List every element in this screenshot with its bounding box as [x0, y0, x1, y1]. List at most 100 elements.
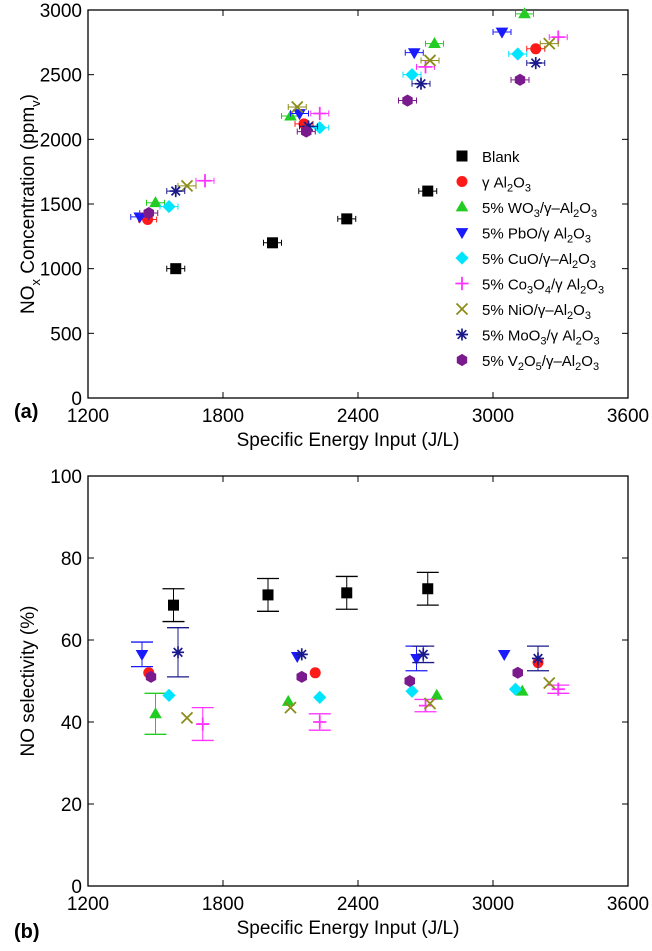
- data-point-cuo: [313, 690, 327, 704]
- data-point-co3o4: [418, 60, 433, 74]
- legend-label-sub: 2: [567, 234, 573, 246]
- data-point-nio: [423, 697, 437, 710]
- y-tick-label: 1000: [40, 260, 82, 281]
- data-point-blank: [267, 237, 278, 249]
- data-point-v2o5: [404, 675, 415, 687]
- y-axis-label: NO selectivity (%): [18, 606, 39, 757]
- data-point-co3o4: [418, 699, 433, 713]
- y-tick-label: 20: [61, 795, 82, 816]
- y-tick-label: 2000: [40, 130, 82, 151]
- y-tick-label: 500: [50, 324, 82, 345]
- legend-label-part: O: [579, 200, 591, 217]
- legend-label-sub: 3: [598, 285, 604, 297]
- x-tick-label: 3600: [607, 894, 649, 915]
- legend-label-sub: 4: [545, 285, 551, 297]
- data-point-cuo: [162, 199, 176, 214]
- legend-label-pbo: 5% PbO/γ Al2O3: [482, 226, 591, 246]
- data-point-blank: [168, 599, 179, 611]
- x-axis-label: Specific Energy Input (J/L): [237, 918, 460, 939]
- legend-label-part: 5% CuO/γ–Al: [482, 251, 572, 268]
- x-tick-label: 2400: [337, 406, 379, 427]
- y-axis-label-part: NO: [18, 285, 39, 314]
- data-point-blank: [170, 263, 182, 275]
- data-point-moo3: [302, 120, 315, 133]
- legend-marker-wo3: [455, 200, 469, 212]
- legend-label-part: 5% Co: [482, 277, 527, 294]
- data-point-wo3: [428, 37, 441, 49]
- data-point-wo3: [149, 707, 162, 719]
- data-point-pbo: [133, 212, 147, 224]
- x-tick-label: 1200: [67, 894, 109, 915]
- legend-label-part: 5% V: [482, 353, 518, 370]
- legend-label-sub: 3: [585, 234, 591, 246]
- data-point-nio: [284, 701, 297, 714]
- x-tick-label: 1200: [67, 406, 109, 427]
- legend-label-sub: 2: [575, 361, 581, 373]
- data-point-v2o5: [145, 670, 157, 683]
- legend-label-sub: 2: [573, 208, 579, 220]
- panel-a: 1200 1800 2400 3000 3600 0 500 1000 1500 2000 2500…: [14, 1, 649, 451]
- series-al2o3: [143, 657, 544, 679]
- legend-label-cuo: 5% CuO/γ–Al2O3: [482, 251, 596, 271]
- series-v2o5: [139, 73, 530, 220]
- legend-label-sub: 3: [525, 183, 531, 195]
- legend-label-sub: 3: [585, 310, 591, 322]
- legend-label-sub: 2: [580, 285, 586, 297]
- legend-label-sub: 3: [593, 336, 599, 348]
- legend-label-sub: 2: [518, 361, 524, 373]
- y-tick-label: 80: [61, 549, 82, 570]
- data-point-cuo: [508, 682, 523, 696]
- x-axis-label: Specific Energy Input (J/L): [237, 430, 460, 451]
- data-point-cuo: [162, 688, 176, 702]
- y-tick-label: 1500: [40, 195, 82, 216]
- data-point-pbo: [407, 48, 421, 60]
- x-tick-label: 3600: [607, 406, 649, 427]
- data-point-cuo: [405, 684, 419, 698]
- x-tick-label: 1800: [202, 894, 244, 915]
- y-axis-label-part: ): [18, 94, 39, 100]
- legend-marker-co3o4: [455, 276, 469, 291]
- legend-label-al2o3: γ Al2O3: [482, 175, 531, 195]
- legend-label-sub: 3: [540, 336, 546, 348]
- legend-marker-al2o3: [456, 176, 468, 187]
- data-point-v2o5: [512, 666, 523, 679]
- legend-label-part: /γ Al: [546, 328, 575, 345]
- legend-marker-moo3: [455, 328, 469, 341]
- y-tick-label: 100: [50, 467, 82, 488]
- legend-label-part: /γ–Al: [542, 353, 575, 370]
- series-v2o5: [145, 666, 523, 687]
- series-nio: [180, 676, 556, 725]
- series-co3o4: [195, 30, 568, 188]
- legend-label-sub: 2: [576, 336, 582, 348]
- legend-label-part: O: [582, 328, 594, 345]
- x-tick-label: 1800: [202, 406, 244, 427]
- data-point-cuo: [511, 47, 525, 61]
- data-point-co3o4: [313, 715, 327, 729]
- panel-b: 1200 1800 2400 3000 3600 0 20 40 60 80 100 Specific…: [14, 467, 649, 943]
- data-point-pbo: [135, 649, 149, 661]
- legend-label-part: O: [573, 302, 585, 319]
- y-axis-label-sub: x: [28, 278, 43, 285]
- panel-label: (b): [14, 921, 40, 943]
- legend-label-wo3: 5% WO3/γ–Al2O3: [482, 200, 597, 220]
- data-point-al2o3: [309, 667, 321, 679]
- data-point-nio: [543, 37, 556, 50]
- legend-label-part: O: [533, 277, 545, 294]
- data-point-cuo: [405, 68, 419, 82]
- data-point-co3o4: [313, 106, 327, 121]
- series-cuo: [159, 47, 528, 214]
- legend-marker-v2o5: [456, 353, 468, 367]
- data-point-co3o4: [196, 717, 210, 731]
- data-point-blank: [422, 583, 434, 595]
- y-tick-label: 60: [61, 631, 82, 652]
- legend-label-blank: Blank: [482, 149, 520, 166]
- data-point-v2o5: [402, 94, 413, 107]
- legend-label-part: O: [513, 175, 525, 192]
- data-point-nio: [180, 179, 194, 193]
- legend-label-part: O: [581, 353, 593, 370]
- y-tick-label: 0: [71, 389, 82, 410]
- legend-label-part: O: [586, 277, 598, 294]
- data-point-moo3: [531, 652, 545, 665]
- data-point-cuo: [313, 121, 327, 135]
- data-point-nio: [291, 100, 304, 114]
